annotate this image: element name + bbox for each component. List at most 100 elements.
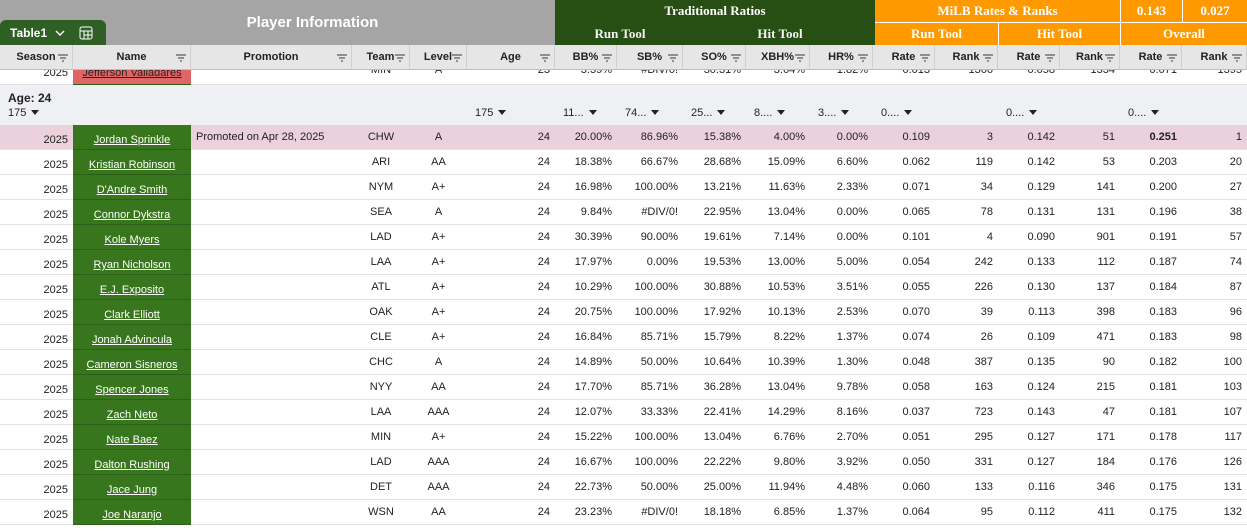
cell: 242 <box>935 250 998 275</box>
player-name[interactable]: Zach Neto <box>73 400 191 425</box>
cell: OAK <box>352 300 410 325</box>
dropdown-caret[interactable] <box>777 110 786 116</box>
filter-icon[interactable] <box>1045 54 1055 62</box>
dropdown-caret[interactable] <box>841 110 850 116</box>
player-name[interactable]: Clark Elliott <box>73 300 191 325</box>
player-name[interactable]: Jordan Sprinkle <box>73 125 191 150</box>
cell: 0.182 <box>1120 350 1182 375</box>
filter-icon[interactable] <box>602 54 612 62</box>
filter-icon[interactable] <box>668 54 678 62</box>
header-text: Player Information <box>246 14 379 31</box>
column-header[interactable]: Age <box>467 45 555 70</box>
player-name[interactable]: Joe Naranjo <box>73 500 191 525</box>
cell: 0.187 <box>1120 250 1182 275</box>
cell: 24 <box>467 300 555 325</box>
cell: 0.074 <box>873 325 935 350</box>
group-filter[interactable]: 74... <box>625 107 660 119</box>
cell <box>191 200 352 225</box>
cell <box>191 300 352 325</box>
player-name[interactable]: Kristian Robinson <box>73 150 191 175</box>
filter-icon[interactable] <box>1232 54 1242 62</box>
player-name[interactable]: Jace Jung <box>73 475 191 500</box>
filter-icon[interactable] <box>176 54 186 62</box>
dropdown-caret[interactable] <box>31 110 40 116</box>
dropdown-caret[interactable] <box>1151 110 1160 116</box>
dropdown-caret[interactable] <box>498 110 507 116</box>
column-header[interactable]: HR% <box>810 45 873 70</box>
player-name[interactable]: Dalton Rushing <box>73 450 191 475</box>
dropdown-caret[interactable] <box>717 110 726 116</box>
cell: 0.135 <box>998 350 1060 375</box>
group-filter[interactable]: 175 <box>475 107 507 119</box>
group-filter[interactable]: 175 <box>8 107 40 119</box>
column-header[interactable]: Rank <box>935 45 998 70</box>
filter-icon[interactable] <box>58 54 68 62</box>
column-header[interactable]: Rate <box>1120 45 1182 70</box>
column-header[interactable]: SB% <box>617 45 683 70</box>
group-filter[interactable]: 0.... <box>1006 107 1038 119</box>
cell: 30.39% <box>555 225 617 250</box>
filter-icon[interactable] <box>795 54 805 62</box>
column-header[interactable]: Rate <box>998 45 1060 70</box>
column-header[interactable]: Team <box>352 45 410 70</box>
player-name[interactable]: Jonah Advincula <box>73 325 191 350</box>
cell: 15.79% <box>683 325 746 350</box>
cell: LAD <box>352 225 410 250</box>
column-header[interactable]: XBH% <box>746 45 810 70</box>
cell: 20 <box>1182 150 1247 175</box>
column-header[interactable]: BB% <box>555 45 617 70</box>
filter-icon[interactable] <box>1105 54 1115 62</box>
dropdown-caret[interactable] <box>1029 110 1038 116</box>
filter-icon[interactable] <box>395 54 405 62</box>
filter-text: 0.... <box>1128 107 1147 119</box>
cell <box>191 400 352 425</box>
dropdown-caret[interactable] <box>904 110 913 116</box>
cell: 2025 <box>0 500 73 525</box>
player-name[interactable]: Cameron Sisneros <box>73 350 191 375</box>
filter-text: 3.... <box>818 107 837 119</box>
player-name[interactable]: Ryan Nicholson <box>73 250 191 275</box>
player-name[interactable]: Connor Dykstra <box>73 200 191 225</box>
group-filter[interactable]: 0.... <box>1128 107 1160 119</box>
table-chip[interactable]: Table1 <box>0 20 106 45</box>
cell: 0.062 <box>873 150 935 175</box>
group-filter[interactable]: 11... <box>563 107 597 119</box>
column-header[interactable]: Name <box>73 45 191 70</box>
cell: 137 <box>1060 275 1120 300</box>
player-name[interactable]: D'Andre Smith <box>73 175 191 200</box>
filter-icon[interactable] <box>920 54 930 62</box>
cell: 19.61% <box>683 225 746 250</box>
filter-icon[interactable] <box>452 54 462 62</box>
cell: 2025 <box>0 450 73 475</box>
filter-icon[interactable] <box>1167 54 1177 62</box>
cell: 50.00% <box>617 475 683 500</box>
column-header[interactable]: Rate <box>873 45 935 70</box>
dropdown-caret[interactable] <box>588 110 597 116</box>
cell: 0.124 <box>998 375 1060 400</box>
cell: 36.28% <box>683 375 746 400</box>
player-name[interactable]: Spencer Jones <box>73 375 191 400</box>
cell: 25.00% <box>683 475 746 500</box>
cell: ATL <box>352 275 410 300</box>
group-filter[interactable]: 25... <box>691 107 726 119</box>
filter-icon[interactable] <box>731 54 741 62</box>
cell: 22.73% <box>555 475 617 500</box>
filter-icon[interactable] <box>858 54 868 62</box>
column-header[interactable]: Level <box>410 45 467 70</box>
filter-icon[interactable] <box>983 54 993 62</box>
player-name[interactable]: E.J. Exposito <box>73 275 191 300</box>
column-header[interactable]: Rank <box>1182 45 1247 70</box>
column-header[interactable]: Rank <box>1060 45 1120 70</box>
cell: 2025 <box>0 175 73 200</box>
filter-icon[interactable] <box>337 54 347 62</box>
group-filter[interactable]: 8.... <box>754 107 786 119</box>
group-filter[interactable]: 0.... <box>881 107 913 119</box>
column-header[interactable]: SO% <box>683 45 746 70</box>
column-header[interactable]: Season <box>0 45 73 70</box>
filter-icon[interactable] <box>540 54 550 62</box>
group-filter[interactable]: 3.... <box>818 107 850 119</box>
player-name[interactable]: Kole Myers <box>73 225 191 250</box>
player-name[interactable]: Nate Baez <box>73 425 191 450</box>
dropdown-caret[interactable] <box>651 110 660 116</box>
column-header[interactable]: Promotion <box>191 45 352 70</box>
